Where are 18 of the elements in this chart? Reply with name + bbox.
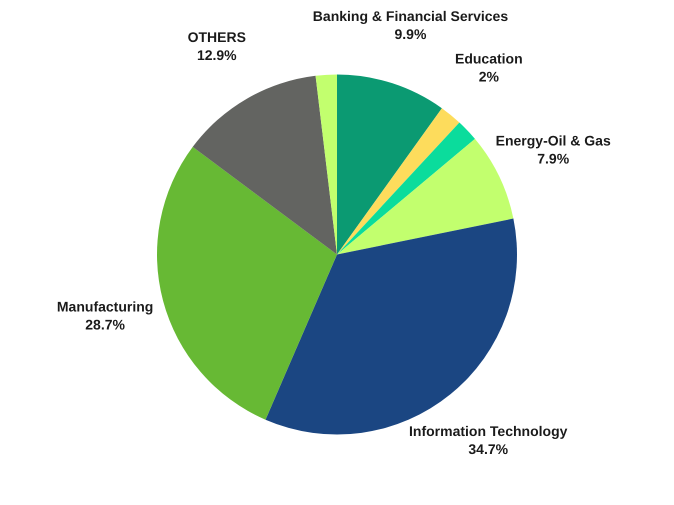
slice-label: Education	[454, 50, 523, 67]
pie-slice	[192, 76, 337, 254]
slice-label: Banking & Financial Services	[312, 8, 508, 24]
data-label: 34.7%	[468, 440, 509, 457]
pie-slice	[337, 74, 442, 254]
data-label: 7.9%	[537, 150, 570, 166]
slice-label: Energy-Oil & Gas	[496, 132, 611, 148]
pie-slice	[316, 74, 337, 254]
slice-label: Information Technology	[409, 422, 568, 439]
data-label: 12.9%	[196, 46, 238, 63]
data-label: 2%	[478, 68, 500, 85]
data-label: 9.9%	[394, 26, 427, 42]
data-label: 28.7%	[85, 316, 126, 332]
pie-slice	[337, 108, 460, 254]
slice-label: OTHERS	[188, 28, 246, 45]
pie-slice	[337, 122, 475, 254]
slice-label: Manufacturing	[56, 298, 154, 314]
pie-slice	[157, 146, 337, 420]
